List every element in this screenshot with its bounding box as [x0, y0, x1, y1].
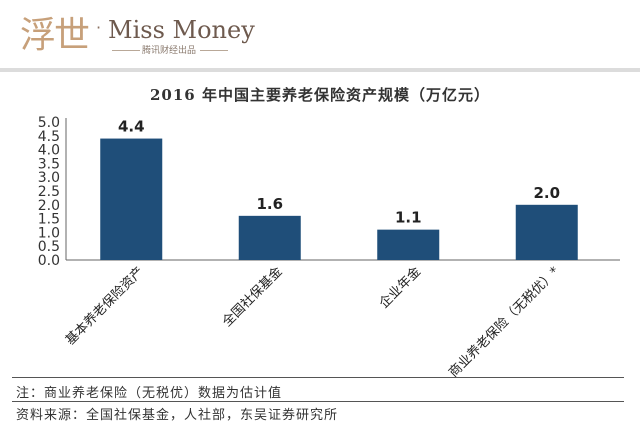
brand-logo-mark: 浮世 [20, 15, 90, 56]
category-label: 企业年金 [376, 264, 424, 312]
data-label: 2.0 [533, 184, 560, 202]
y-tick-label: 2.5 [38, 184, 60, 200]
y-tick-label: 3.0 [38, 170, 60, 186]
category-label: 全国社保基金 [219, 264, 285, 330]
banner-divider [0, 68, 640, 72]
y-tick-label: 5.0 [38, 115, 60, 131]
bar [515, 204, 578, 260]
bar [238, 215, 301, 260]
category-label: 基本养老保险资产 [62, 264, 147, 349]
chart-title: 2016 年中国主要养老保险资产规模（万亿元） [150, 86, 490, 104]
y-tick-label: 1.0 [38, 225, 60, 241]
brand-sub-rule-right [200, 50, 228, 51]
bar-chart: 0.00.51.01.52.02.53.03.54.04.55.0 4.4基本养… [38, 115, 620, 381]
y-tick-label: 4.0 [38, 143, 60, 159]
brand-logo-subtitle: 腾讯财经出品 [142, 46, 197, 56]
y-tick-label: 4.5 [38, 129, 60, 145]
y-tick-label: 0.0 [38, 253, 60, 269]
data-label: 1.6 [256, 195, 283, 213]
chart-source: 资料来源：全国社保基金，人社部，东吴证券研究所 [16, 408, 339, 423]
brand-logo-dot: · [96, 18, 102, 37]
y-tick-label: 1.5 [38, 212, 60, 228]
source-rule [12, 401, 624, 402]
y-tick-label: 0.5 [38, 239, 60, 255]
note-rule [12, 377, 624, 378]
chart-note: 注：商业养老保险（无税优）数据为估计值 [16, 386, 283, 401]
category-label: 商业养老保险（无税优）* [446, 263, 563, 380]
bar [377, 229, 440, 260]
brand-sub-rule-left [112, 50, 140, 51]
bar [100, 138, 163, 260]
brand-banner: 浮世 · Miss Money 腾讯财经出品 [0, 0, 640, 68]
y-tick-label: 2.0 [38, 198, 60, 214]
brand-logo-name: Miss Money [108, 16, 255, 44]
data-label: 4.4 [118, 118, 145, 136]
y-tick-label: 3.5 [38, 156, 60, 172]
data-label: 1.1 [395, 209, 422, 227]
